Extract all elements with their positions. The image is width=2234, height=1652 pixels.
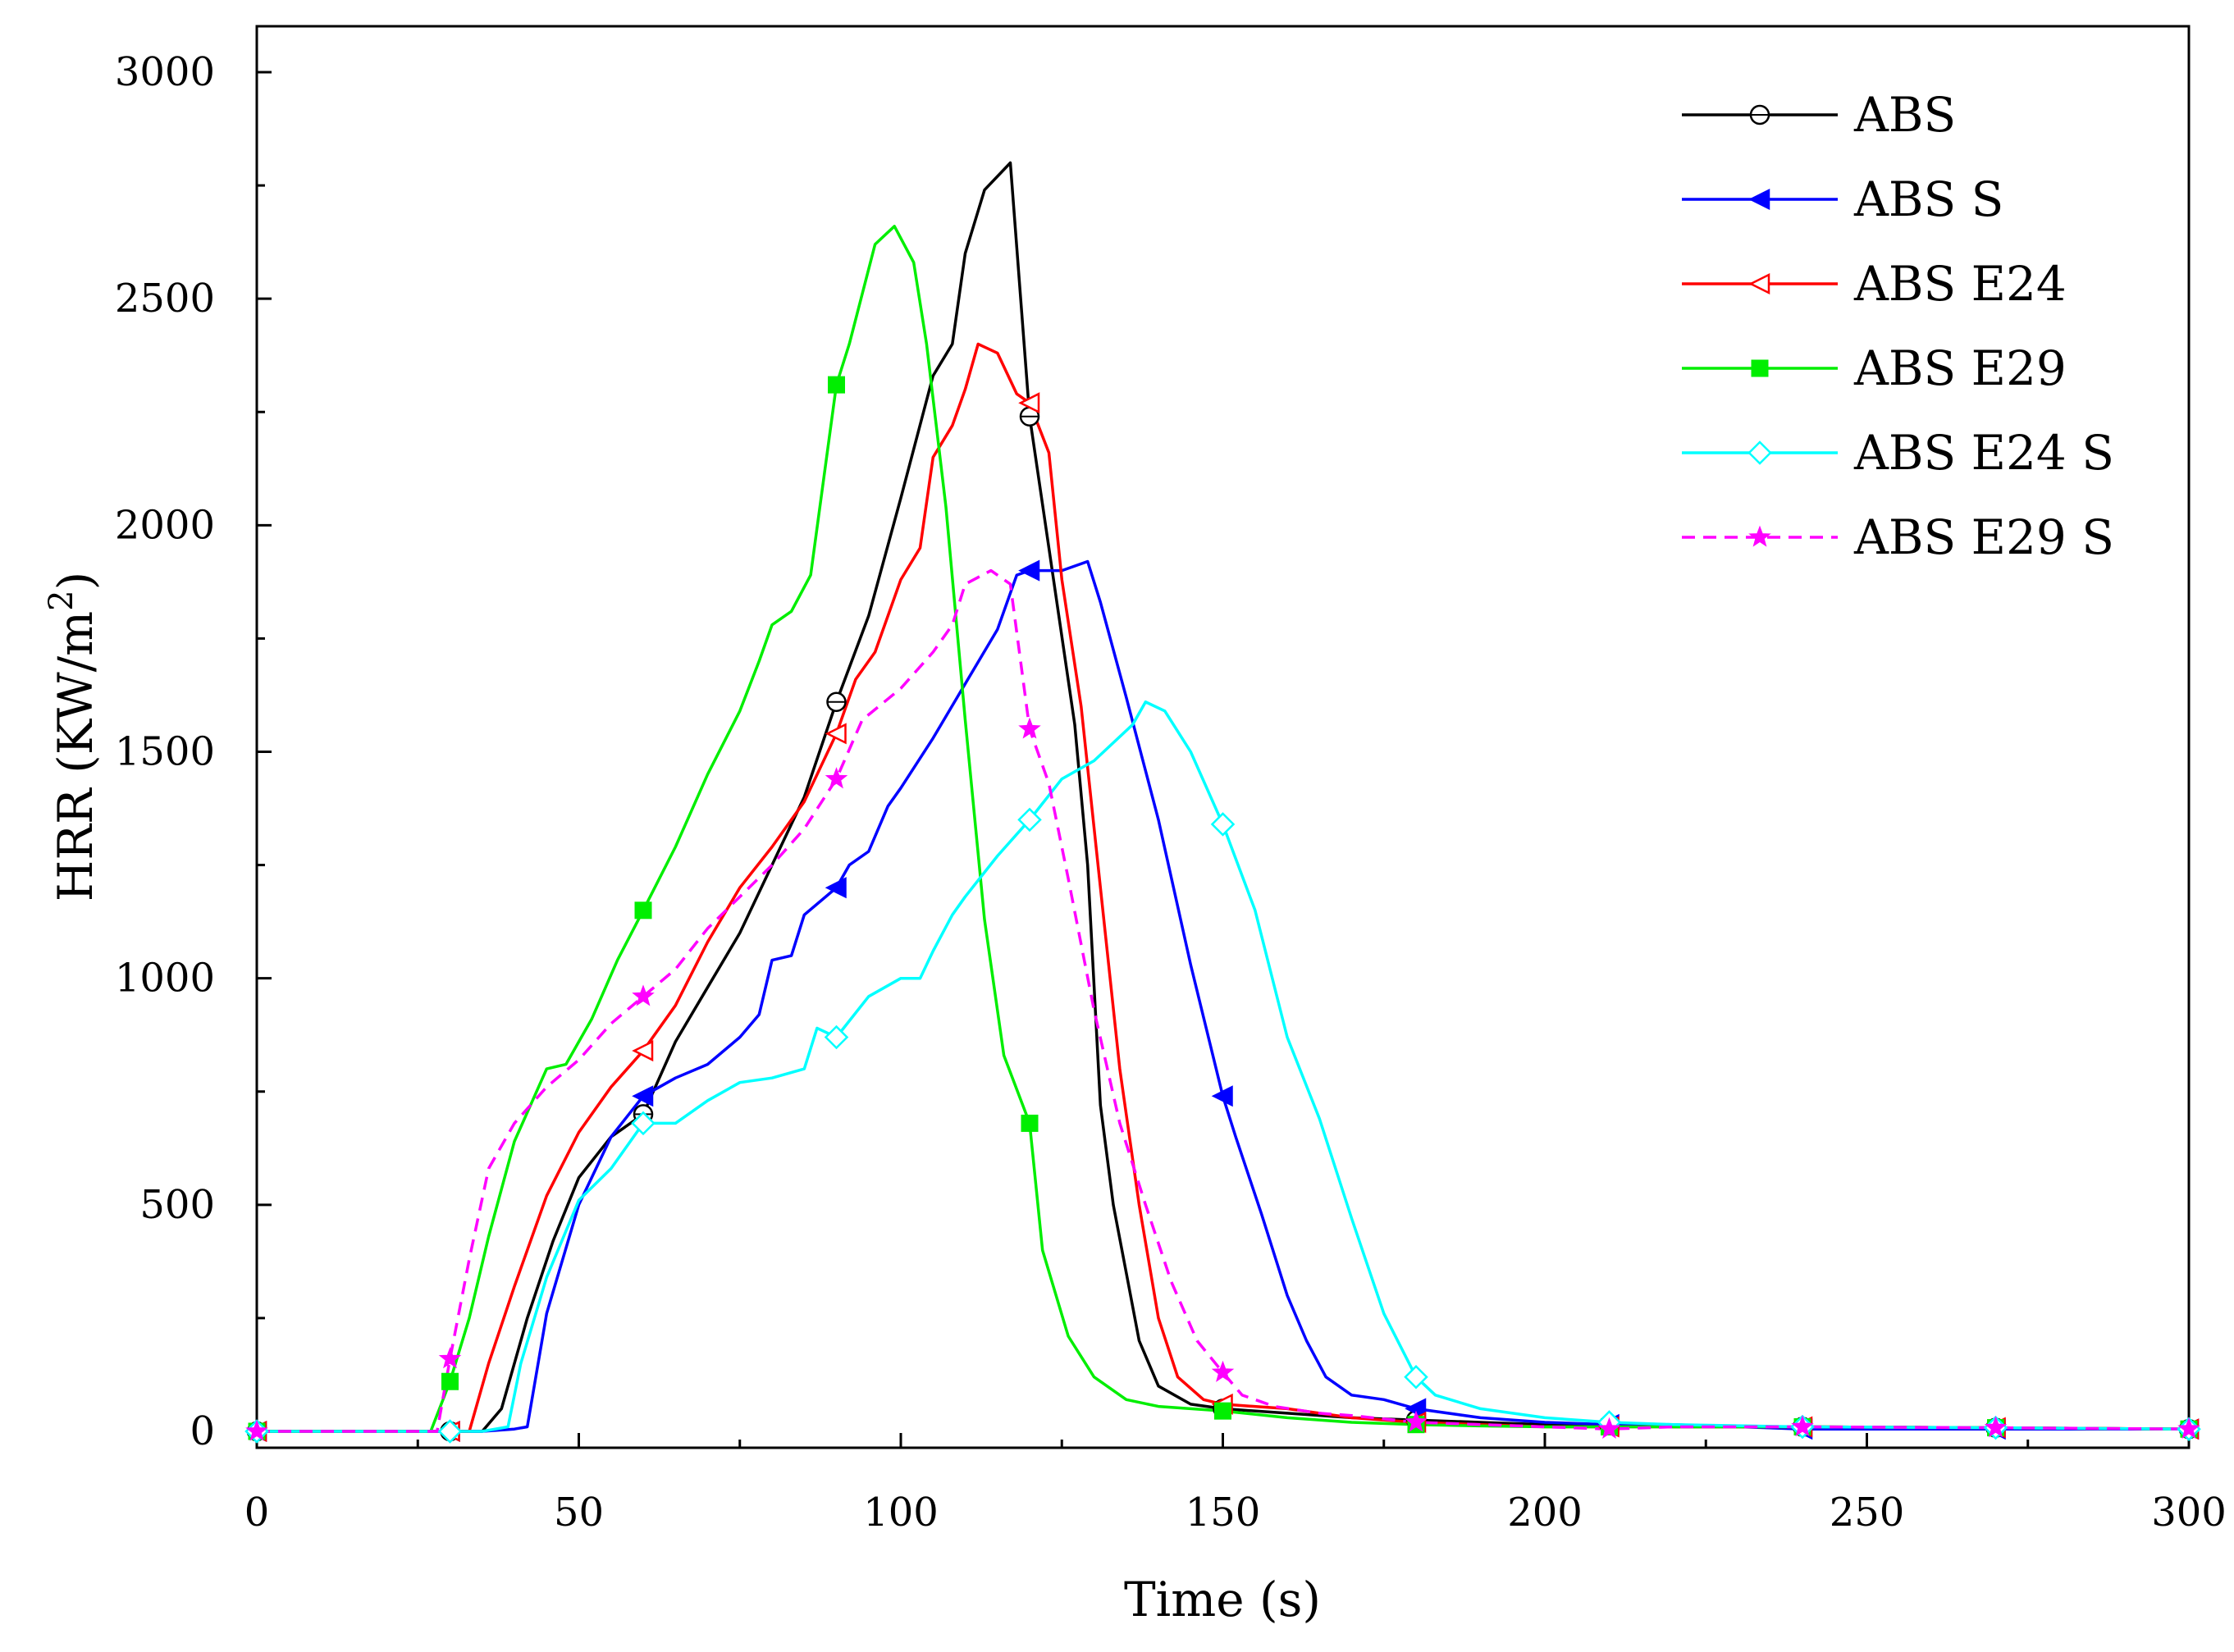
legend-marker — [1748, 525, 1771, 547]
data-point-abs-e29-s — [1018, 717, 1041, 739]
series-line-abs-s — [257, 559, 2189, 1433]
legend-item-abs-s: ABS S — [1682, 171, 2003, 227]
series-line-abs-e29 — [257, 225, 2190, 1433]
data-point-abs-e24-s — [631, 1111, 656, 1136]
data-point-abs-e29-s — [1984, 1416, 2008, 1438]
x-tick-label: 100 — [863, 1490, 939, 1536]
legend-label: ABS E29 — [1853, 340, 2067, 396]
x-tick-label: 150 — [1186, 1490, 1261, 1536]
series-layer — [257, 161, 2190, 1433]
data-point-abs-s — [1018, 559, 1040, 582]
legend-item-abs-e29-s: ABS E29 S — [1682, 509, 2114, 565]
legend: ABS ABS S ABS E24 ABS E29 ABS E24 S ABS E29 S — [1682, 87, 2114, 565]
data-point-abs-e24 — [1018, 392, 1040, 414]
legend-label: ABS E29 S — [1853, 509, 2114, 565]
legend-item-abs-e24: ABS E24 — [1682, 256, 2067, 312]
data-point-abs-s — [825, 877, 847, 899]
legend-item-abs-e29: ABS E29 — [1682, 340, 2067, 396]
legend-marker — [1748, 272, 1770, 295]
data-point-abs-e29 — [828, 376, 845, 394]
data-point-abs-e24-s — [1017, 807, 1042, 833]
legend-marker — [1748, 188, 1770, 211]
data-point-abs-s — [1211, 1085, 1233, 1107]
data-point-abs-e24-s — [1210, 812, 1236, 837]
legend-label: ABS — [1853, 87, 1956, 143]
data-point-abs-e24 — [825, 723, 847, 745]
y-tick-label: 1000 — [115, 956, 215, 1002]
data-point-abs-e29-s — [438, 1347, 462, 1369]
data-point-abs-e29 — [634, 901, 652, 920]
data-point-abs-e29-s — [1791, 1415, 1814, 1437]
marker-layer — [244, 376, 2201, 1444]
y-tick-label: 2500 — [115, 276, 215, 322]
y-axis-label-base: HRR (KW/m — [48, 611, 103, 901]
x-tick-label: 50 — [554, 1490, 604, 1536]
data-point-abs-e24-s — [824, 1025, 849, 1050]
data-point-abs-e29 — [1214, 1402, 1231, 1420]
x-tick-label: 250 — [1830, 1490, 1905, 1536]
legend-item-abs-e24-s: ABS E24 S — [1682, 425, 2114, 481]
legend-marker — [1747, 440, 1772, 465]
legend-label: ABS E24 S — [1853, 425, 2114, 481]
x-tick-label: 200 — [1507, 1490, 1583, 1536]
y-tick-label: 2000 — [115, 502, 215, 548]
data-point-abs-e29-s — [1405, 1410, 1428, 1432]
data-point-abs-e29-s — [1597, 1417, 1621, 1439]
data-point-abs-e24-s — [437, 1419, 463, 1444]
data-point-abs-e24 — [632, 1040, 654, 1062]
y-axis-label-superscript: 2 — [43, 590, 80, 610]
data-point-abs-e29 — [441, 1372, 459, 1390]
y-axis-label-close: ) — [48, 572, 103, 591]
legend-label: ABS E24 — [1853, 256, 2067, 312]
x-tick-label: 0 — [244, 1490, 270, 1536]
data-point-abs-e29-s — [632, 984, 655, 1006]
y-tick-label: 3000 — [115, 49, 215, 95]
x-tick-labels: 0 50 100 150 200 250 300 — [244, 1490, 2227, 1536]
y-tick-label: 0 — [190, 1408, 215, 1454]
x-axis-label: Time (s) — [1124, 1572, 1321, 1627]
series-line-abs-e29-s — [257, 568, 2190, 1433]
data-point-abs-s — [632, 1085, 654, 1107]
y-tick-labels: 0 500 1000 1500 2000 2500 3000 — [115, 49, 215, 1454]
legend-marker — [1751, 359, 1769, 377]
y-axis-label: HRR (KW/m2) — [43, 572, 103, 902]
data-point-abs-e29-s — [245, 1419, 268, 1441]
y-tick-label: 1500 — [115, 729, 215, 775]
data-point-abs-e29-s — [825, 767, 848, 789]
data-point-abs-e24-s — [1404, 1364, 1428, 1390]
series-line-abs-e24 — [257, 342, 2190, 1433]
data-point-abs-e29 — [1021, 1114, 1039, 1132]
x-tick-label: 300 — [2151, 1490, 2227, 1536]
y-tick-label: 500 — [139, 1182, 215, 1228]
plot-frame — [255, 25, 2191, 1449]
data-point-abs-e29-s — [2177, 1417, 2200, 1439]
legend-item-abs: ABS — [1682, 87, 1956, 143]
legend-label: ABS S — [1853, 171, 2003, 227]
data-point-abs-e29-s — [1211, 1360, 1235, 1382]
